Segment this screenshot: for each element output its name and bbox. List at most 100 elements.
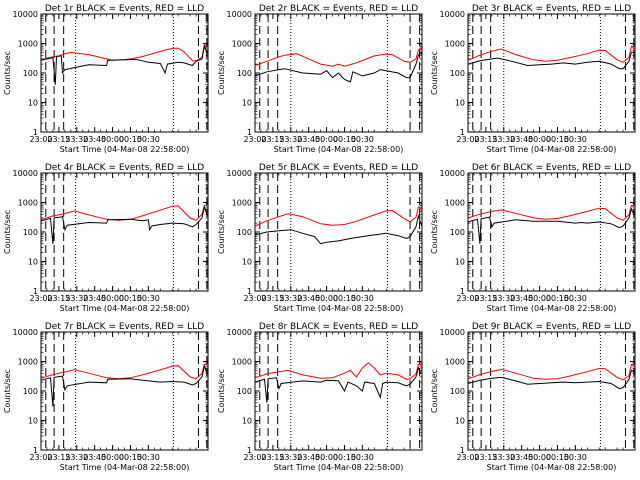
x-axis-label: Start Time (04-Mar-08 22:58:00) — [274, 463, 404, 472]
events-series-line — [40, 44, 208, 85]
x-tick-label: 23:30 — [279, 294, 302, 303]
y-tick-label: 1 — [33, 446, 38, 455]
y-axis-label: Counts/sec — [430, 210, 439, 254]
plot-frame — [254, 331, 423, 451]
y-axis-label: Counts/sec — [430, 51, 439, 95]
x-tick-label: 23:30 — [65, 135, 88, 144]
y-tick-label: 10000 — [227, 328, 252, 337]
y-axis-label: Counts/sec — [3, 369, 12, 413]
x-tick-label: 23:30 — [492, 135, 515, 144]
x-axis-label: Start Time (04-Mar-08 22:58:00) — [487, 463, 617, 472]
y-tick-label: 1 — [247, 287, 252, 296]
x-tick-label: 23:45 — [297, 135, 320, 144]
y-tick-label: 1 — [460, 128, 465, 137]
x-tick-label: 23:00 — [243, 294, 266, 303]
x-tick-label: 00:00 — [528, 294, 551, 303]
x-tick-label: 00:00 — [528, 453, 551, 462]
y-tick-label: 1000 — [445, 358, 465, 367]
y-tick-label: 100 — [450, 387, 465, 396]
y-tick-label: 10000 — [440, 169, 465, 178]
x-tick-label: 00:00 — [101, 453, 124, 462]
panel-title: Det 5r BLACK = Events, RED = LLD — [259, 163, 418, 173]
x-tick-label: 00:30 — [351, 453, 374, 462]
y-tick-label: 10 — [455, 417, 465, 426]
x-tick-label: 00:30 — [564, 135, 587, 144]
lld-series-line — [254, 362, 423, 380]
plot-frame — [467, 13, 636, 133]
x-tick-label: 23:15 — [47, 294, 70, 303]
panel-title: Det 8r BLACK = Events, RED = LLD — [259, 322, 418, 332]
x-tick-label: 00:30 — [564, 453, 587, 462]
y-tick-label: 100 — [237, 228, 252, 237]
lld-series-line — [40, 43, 208, 62]
x-tick-label: 23:15 — [261, 294, 284, 303]
y-tick-label: 1000 — [232, 358, 252, 367]
x-tick-label: 23:30 — [492, 294, 515, 303]
x-tick-label: 00:15 — [333, 453, 356, 462]
x-tick-label: 00:15 — [333, 135, 356, 144]
x-axis-label: Start Time (04-Mar-08 22:58:00) — [487, 304, 617, 313]
y-tick-label: 1 — [460, 287, 465, 296]
x-tick-label: 23:00 — [456, 294, 479, 303]
plot-frame — [467, 172, 636, 292]
x-tick-label: 23:45 — [510, 453, 533, 462]
panel-title: Det 7r BLACK = Events, RED = LLD — [45, 322, 204, 332]
lld-series-line — [254, 47, 423, 67]
x-tick-label: 00:15 — [333, 294, 356, 303]
x-tick-label: 00:30 — [137, 294, 160, 303]
events-series-line — [467, 51, 636, 70]
events-series-line — [40, 364, 208, 407]
y-tick-label: 1000 — [445, 199, 465, 208]
y-axis-label: Counts/sec — [217, 369, 226, 413]
y-axis-label: Counts/sec — [3, 51, 12, 95]
x-tick-label: 23:15 — [261, 135, 284, 144]
x-tick-label: 23:15 — [474, 294, 497, 303]
x-tick-label: 23:15 — [474, 453, 497, 462]
y-tick-label: 10 — [455, 99, 465, 108]
y-tick-label: 10000 — [440, 10, 465, 19]
x-axis-label: Start Time (04-Mar-08 22:58:00) — [274, 304, 404, 313]
events-series-line — [254, 51, 423, 83]
y-tick-label: 1000 — [18, 40, 38, 49]
events-series-line — [254, 366, 422, 403]
x-tick-label: 23:30 — [65, 453, 88, 462]
lld-series-line — [40, 363, 208, 380]
events-series-line — [40, 205, 208, 244]
detector-panel-9: Det 9r BLACK = Events, RED = LLD10000100… — [430, 322, 636, 472]
panel-title: Det 2r BLACK = Events, RED = LLD — [259, 4, 418, 14]
detector-panel-5: Det 5r BLACK = Events, RED = LLD10000100… — [217, 163, 423, 313]
x-tick-label: 00:15 — [546, 453, 569, 462]
lld-series-line — [467, 45, 636, 63]
x-tick-label: 00:00 — [101, 135, 124, 144]
y-tick-label: 10 — [455, 258, 465, 267]
y-tick-label: 100 — [23, 69, 38, 78]
detector-panel-4: Det 4r BLACK = Events, RED = LLD10000100… — [3, 163, 209, 313]
x-tick-label: 00:00 — [315, 135, 338, 144]
events-series-line — [254, 214, 423, 245]
x-tick-label: 00:00 — [315, 453, 338, 462]
events-series-line — [467, 369, 636, 390]
x-tick-label: 00:00 — [528, 135, 551, 144]
panel-title: Det 6r BLACK = Events, RED = LLD — [472, 163, 631, 173]
x-tick-label: 23:45 — [510, 135, 533, 144]
x-tick-label: 00:30 — [351, 294, 374, 303]
lld-series-line — [40, 204, 208, 221]
y-axis-label: Counts/sec — [217, 210, 226, 254]
panel-title: Det 3r BLACK = Events, RED = LLD — [472, 4, 631, 14]
x-tick-label: 23:45 — [297, 453, 320, 462]
detector-panel-2: Det 2r BLACK = Events, RED = LLD10000100… — [217, 4, 423, 154]
panel-title: Det 1r BLACK = Events, RED = LLD — [45, 4, 204, 14]
x-tick-label: 00:15 — [546, 135, 569, 144]
y-tick-label: 1 — [247, 446, 252, 455]
lld-series-line — [254, 206, 423, 227]
y-tick-label: 10 — [242, 99, 252, 108]
x-axis-label: Start Time (04-Mar-08 22:58:00) — [487, 145, 617, 154]
y-tick-label: 100 — [237, 69, 252, 78]
x-tick-label: 00:15 — [546, 294, 569, 303]
y-axis-label: Counts/sec — [217, 51, 226, 95]
y-tick-label: 100 — [23, 228, 38, 237]
x-axis-label: Start Time (04-Mar-08 22:58:00) — [60, 145, 190, 154]
x-tick-label: 00:30 — [564, 294, 587, 303]
x-tick-label: 23:15 — [261, 453, 284, 462]
x-tick-label: 00:15 — [119, 294, 142, 303]
